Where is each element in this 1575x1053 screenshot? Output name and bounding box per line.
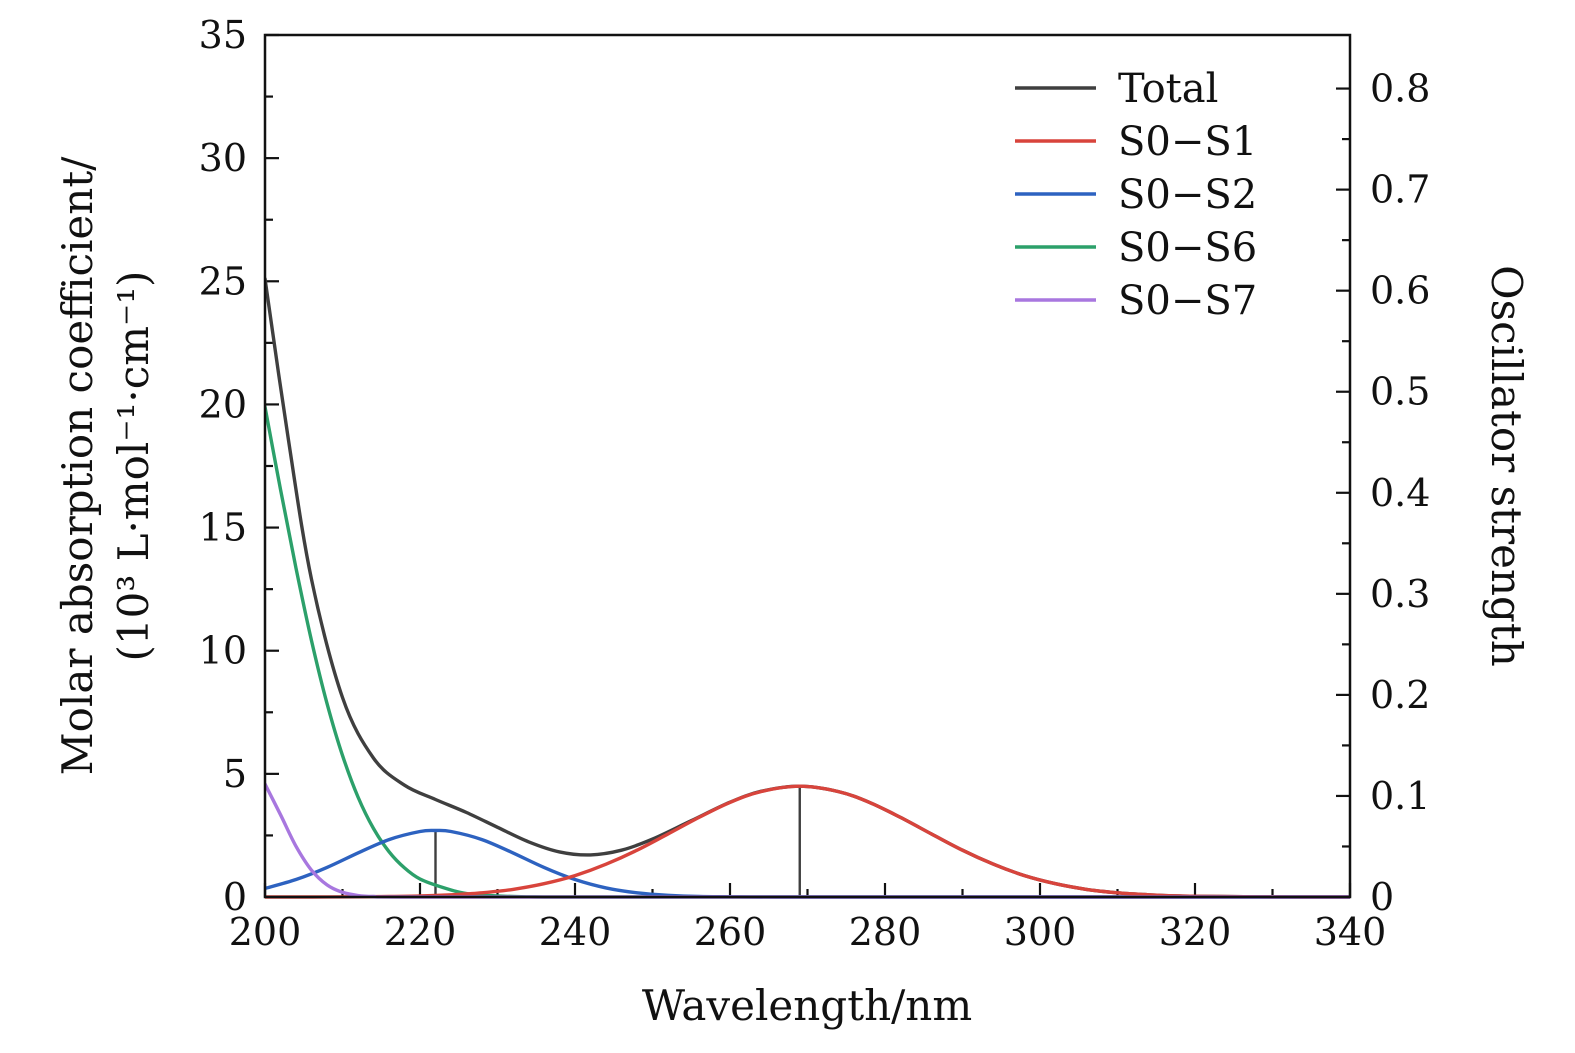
legend-label-s0-s7: S0−S7 [1118, 278, 1257, 324]
plot-frame [263, 33, 1352, 899]
series-line-s0-s1 [265, 784, 1350, 899]
x-tick-label: 260 [694, 910, 767, 954]
legend-label-s0-s6: S0−S6 [1118, 225, 1257, 271]
y-right-tick-label: 0 [1370, 875, 1394, 919]
series-group [265, 277, 1350, 899]
legend-label-s0-s2: S0−S2 [1118, 172, 1257, 218]
series-line-s0-s2 [265, 828, 1350, 899]
y-right-tick-label: 0.1 [1370, 774, 1430, 818]
y-left-tick-label: 25 [199, 259, 247, 303]
x-tick-label: 340 [1314, 910, 1387, 954]
y-left-tick-label: 5 [223, 752, 247, 796]
x-tick-label: 300 [1004, 910, 1077, 954]
series-line-s0-s7 [265, 782, 1350, 899]
y-left-tick-label: 15 [199, 506, 247, 550]
y-right-axis-title: Oscillator strength [1482, 265, 1531, 667]
y-right-tick-label: 0.4 [1370, 471, 1430, 515]
x-tick-label: 320 [1159, 910, 1232, 954]
x-tick-label: 240 [539, 910, 612, 954]
y-right-tick-label: 0.2 [1370, 673, 1430, 717]
y-right-tick-label: 0.5 [1370, 370, 1430, 414]
x-tick-label: 220 [384, 910, 457, 954]
y-right-tick-label: 0.8 [1370, 67, 1430, 111]
series-line-total [265, 277, 1350, 899]
y-left-tick-label: 0 [223, 875, 247, 919]
y-left-tick-label: 10 [199, 629, 247, 673]
x-axis-title: Wavelength/nm [642, 981, 972, 1030]
series-line-s0-s6 [265, 405, 1350, 899]
y-left-tick-label: 20 [199, 382, 247, 426]
legend-label-s0-s1: S0−S1 [1118, 119, 1257, 165]
y-right-tick-label: 0.3 [1370, 572, 1430, 616]
y-left-tick-label: 35 [199, 13, 247, 57]
y-right-tick-label: 0.6 [1370, 269, 1430, 313]
y-left-tick-label: 30 [199, 136, 247, 180]
x-tick-label: 280 [849, 910, 922, 954]
x-tick-label: 200 [229, 910, 302, 954]
y-left-axis-title-line2: (10³ L·mol⁻¹·cm⁻¹) [109, 271, 158, 662]
y-right-tick-label: 0.7 [1370, 168, 1430, 212]
legend-label-total: Total [1118, 66, 1218, 112]
y-left-axis-title-line1: Molar absorption coefficient/ [53, 156, 102, 776]
